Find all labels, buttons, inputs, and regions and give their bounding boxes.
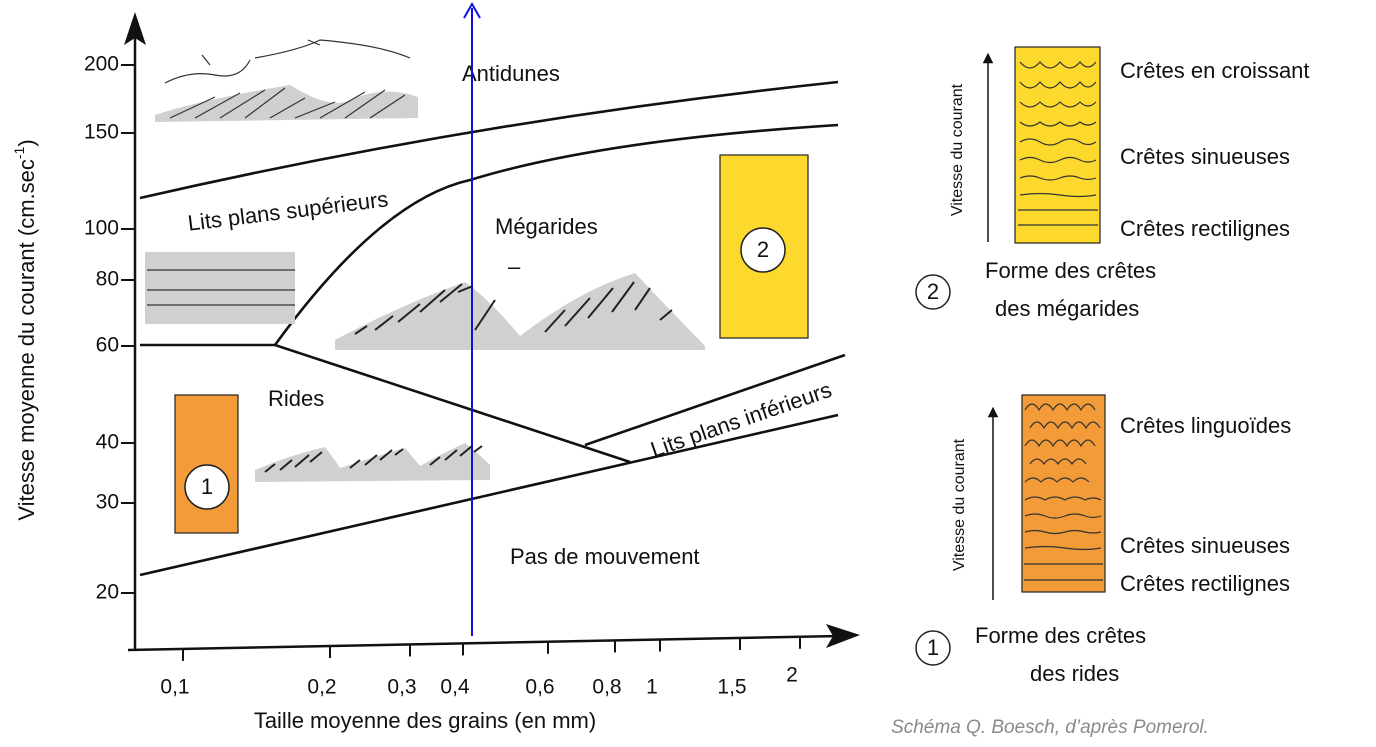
y-tick-label: 80 [96,268,119,291]
boundary [140,415,838,575]
crest-label: Crêtes linguoïdes [1120,413,1291,438]
region-label: Lits plans supérieurs [186,186,389,235]
megaripple-sketch [335,273,705,350]
legend-axis: Vitesse du courant [951,438,968,571]
y-tick-label: 30 [96,491,119,514]
marker-number: 2 [757,237,769,262]
plane-bed-sketch [145,252,295,324]
x-tick-label: 0,3 [387,676,416,699]
y-tick-label: 60 [96,334,119,357]
y-axis-title: Vitesse moyenne du courant (cm.sec-1) [11,139,39,520]
x-tick-label: 0,1 [160,676,189,699]
marker-number: 1 [201,474,213,499]
crest-label: Crêtes rectilignes [1120,216,1290,241]
x-axis-title: Taille moyenne des grains (en mm) [254,708,596,733]
region-label: – [508,254,521,279]
y-tick-label: 20 [96,581,119,604]
y-tick-label: 40 [96,431,119,454]
marker-number: 1 [927,635,939,660]
ripple-sketch [255,443,490,482]
y-title-sup: -1 [11,146,27,159]
legend-caption: Forme des crêtes [975,623,1146,648]
diagram: 200 150 100 80 60 40 30 20 0,1 0,2 0,3 0,4 0,6 0,8 1 1… [0,0,1376,747]
x-tick-label: 1 [646,676,658,699]
credit: Schéma Q. Boesch, d’après Pomerol. [891,717,1209,738]
x-tick-label: 0,2 [307,676,336,699]
crest-label: Crêtes sinueuses [1120,533,1290,558]
y-tick-label: 100 [84,217,119,240]
legend-megaripples: Vitesse du courant Crêtes en croissant C… [916,47,1310,321]
marker-number: 2 [927,279,939,304]
legend-caption: des rides [1030,661,1119,686]
x-tick-label: 0,4 [440,676,470,699]
x-ticks: 0,1 0,2 0,3 0,4 0,6 0,8 1 1,5 2 [160,637,800,699]
x-tick-label: 2 [786,664,798,687]
y-tick-label: 150 [84,121,119,144]
y-title-text: Vitesse moyenne du courant (cm.sec [14,159,39,521]
legend-ripples: Vitesse du courant Crêtes linguoïdes Crê… [916,395,1291,686]
x-tick-label: 0,6 [525,676,554,699]
x-tick-label: 1,5 [717,676,746,699]
crest-label: Crêtes rectilignes [1120,571,1290,596]
y-tick-label: 200 [84,53,119,76]
crest-label: Crêtes en croissant [1120,58,1310,83]
region-label: Rides [268,386,324,411]
antidune-sketch [155,40,418,122]
x-axis [128,636,840,650]
region-label: Pas de mouvement [510,544,700,569]
ripples-box [175,395,238,533]
y-ticks: 200 150 100 80 60 40 30 20 [84,53,135,604]
crest-label: Crêtes sinueuses [1120,144,1290,169]
legend-caption: des mégarides [995,296,1139,321]
legend-axis: Vitesse du courant [949,83,966,216]
y-title-close: ) [14,139,39,146]
region-label: Mégarides [495,214,598,239]
x-tick-label: 0,8 [592,676,621,699]
legend-caption: Forme des crêtes [985,258,1156,283]
region-label: Antidunes [462,61,560,86]
